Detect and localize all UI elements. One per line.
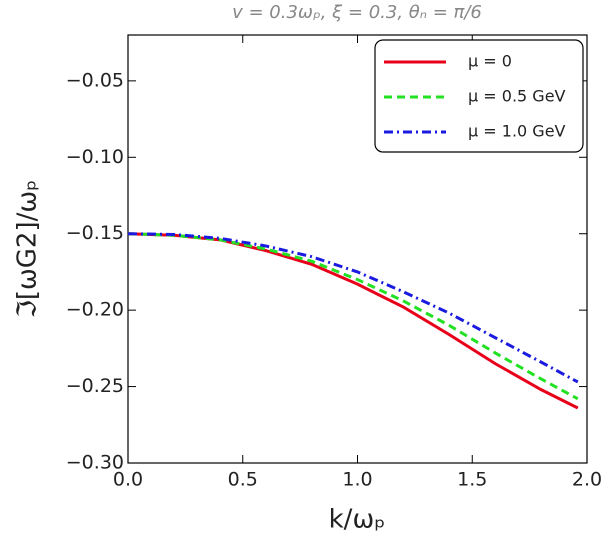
- legend-label: μ = 0.5 GeV: [468, 87, 566, 106]
- y-tick-label: −0.30: [66, 452, 124, 474]
- line-series: [127, 232, 579, 384]
- chart-title: v = 0.3ωₚ, ξ = 0.3, θₙ = π/6: [232, 2, 482, 23]
- y-axis-label: ℑ[ωG2]/ωₚ: [13, 180, 43, 319]
- x-tick-label: 0.0: [113, 469, 143, 491]
- y-tick-label: −0.25: [66, 375, 124, 397]
- line-series: [127, 232, 579, 401]
- x-tick-label: 2.0: [572, 469, 602, 491]
- y-tick-label: −0.05: [66, 69, 124, 91]
- y-tick-label: −0.15: [66, 222, 124, 244]
- legend-box: [374, 39, 584, 153]
- line-series: [127, 232, 579, 410]
- legend-label: μ = 0: [468, 52, 512, 71]
- x-tick-label: 1.0: [342, 469, 372, 491]
- y-tick-label: −0.10: [66, 146, 124, 168]
- y-tick-label: −0.20: [66, 299, 124, 321]
- legend-label: μ = 1.0 GeV: [468, 122, 566, 141]
- x-axis-label: k/ωₚ: [329, 505, 386, 535]
- x-tick-label: 1.5: [457, 469, 487, 491]
- x-tick-label: 0.5: [228, 469, 258, 491]
